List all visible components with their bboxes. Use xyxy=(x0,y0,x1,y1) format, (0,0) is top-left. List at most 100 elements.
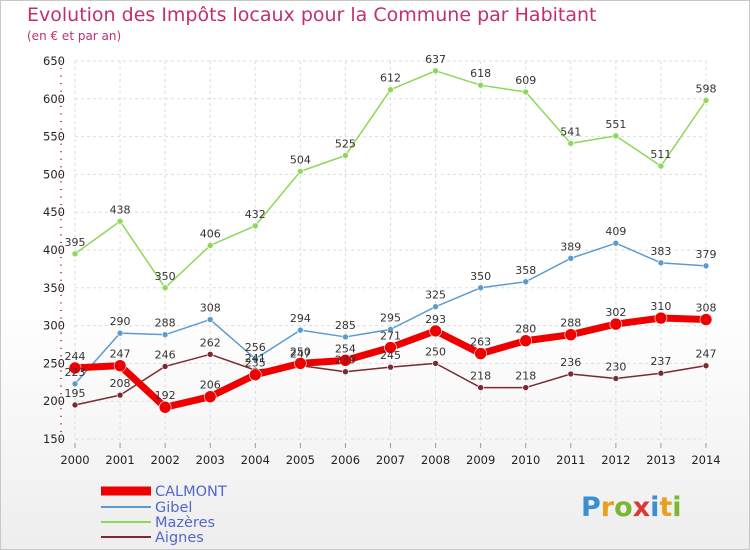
data-label-aignes: 247 xyxy=(290,348,311,361)
data-label-maz-res: 551 xyxy=(605,118,626,131)
data-point-calmont xyxy=(384,341,397,354)
axes: 150 200 250 300 350 400 450 500 550 600 650 2000 200… xyxy=(43,54,721,467)
data-point-calmont xyxy=(248,368,262,382)
logo-letter: i xyxy=(672,492,681,523)
data-point-aignes xyxy=(161,363,169,370)
data-point-aignes xyxy=(567,370,575,378)
data-label-calmont: 247 xyxy=(110,348,131,361)
data-point-calmont xyxy=(564,328,578,341)
data-label-gibel: 294 xyxy=(290,312,311,325)
data-label-aignes: 245 xyxy=(380,349,401,362)
data-label-maz-res: 609 xyxy=(515,74,536,87)
data-label-maz-res: 504 xyxy=(290,153,311,166)
data-label-gibel: 290 xyxy=(110,315,131,328)
x-tick-label: 2003 xyxy=(196,453,225,467)
data-point-aignes xyxy=(342,368,349,376)
x-tick-label: 2013 xyxy=(646,453,675,467)
y-tick-label: 350 xyxy=(43,281,65,295)
data-point-maz-res xyxy=(657,162,665,170)
legend-label-calmont: CALMONT xyxy=(155,484,227,500)
data-point-maz-res xyxy=(161,284,169,292)
x-tick-label: 2010 xyxy=(511,453,540,467)
legend-label-maz-res: Mazères xyxy=(155,515,215,531)
data-label-calmont: 254 xyxy=(335,342,356,355)
data-label-gibel: 383 xyxy=(650,245,671,258)
data-label-calmont: 244 xyxy=(65,350,86,363)
data-point-gibel xyxy=(342,333,349,341)
data-point-maz-res xyxy=(116,217,124,225)
data-label-maz-res: 432 xyxy=(245,208,266,221)
proxiti-logo: Proxiti xyxy=(581,492,682,523)
data-point-aignes xyxy=(387,363,394,371)
x-tick-label: 2004 xyxy=(241,453,270,467)
x-tick-label: 2007 xyxy=(376,453,405,467)
y-tick-label: 150 xyxy=(43,432,65,446)
logo-letter: P xyxy=(581,492,601,523)
data-label-aignes: 250 xyxy=(425,345,446,358)
logo-letter: t xyxy=(659,492,672,523)
x-tick-label: 2014 xyxy=(691,453,720,467)
data-label-calmont: 263 xyxy=(470,336,491,349)
y-tick-label: 200 xyxy=(43,394,65,408)
data-label-maz-res: 438 xyxy=(110,203,131,216)
data-point-maz-res xyxy=(477,81,484,89)
data-label-maz-res: 618 xyxy=(470,67,491,80)
data-label-maz-res: 612 xyxy=(380,72,401,85)
data-label-maz-res: 598 xyxy=(696,82,717,95)
data-label-calmont: 271 xyxy=(380,330,401,343)
x-tick-label: 2002 xyxy=(151,453,180,467)
data-label-calmont: 206 xyxy=(200,379,221,392)
data-point-maz-res xyxy=(297,168,304,175)
data-point-maz-res xyxy=(387,86,394,94)
data-point-gibel xyxy=(702,262,710,270)
data-label-gibel: 295 xyxy=(380,311,401,324)
data-point-aignes xyxy=(477,384,484,391)
data-point-maz-res xyxy=(251,222,259,230)
data-label-calmont: 280 xyxy=(515,323,536,336)
data-label-gibel: 256 xyxy=(245,341,266,354)
data-point-gibel xyxy=(567,255,575,262)
data-label-gibel: 409 xyxy=(605,225,626,238)
logo-letter: o xyxy=(614,492,633,523)
data-label-calmont: 310 xyxy=(650,300,671,313)
data-label-aignes: 230 xyxy=(605,361,626,374)
data-point-calmont xyxy=(654,311,668,325)
data-label-maz-res: 525 xyxy=(335,138,356,151)
data-point-gibel xyxy=(612,239,620,247)
y-tick-label: 650 xyxy=(43,54,65,68)
data-label-aignes: 239 xyxy=(335,354,356,367)
x-tick-label: 2012 xyxy=(601,453,630,467)
data-point-calmont xyxy=(474,347,487,360)
logo-letter: x xyxy=(633,492,650,523)
data-label-gibel: 358 xyxy=(515,264,536,277)
data-label-aignes: 218 xyxy=(470,370,491,383)
y-tick-label: 250 xyxy=(43,356,65,370)
data-label-gibel: 379 xyxy=(696,248,717,261)
data-point-gibel xyxy=(432,303,439,311)
data-label-maz-res: 541 xyxy=(560,125,581,138)
series xyxy=(68,67,713,414)
data-point-calmont xyxy=(158,400,172,414)
data-point-gibel xyxy=(657,259,665,267)
data-label-aignes: 208 xyxy=(110,377,131,390)
data-label-calmont: 293 xyxy=(425,313,446,326)
logo-letter: i xyxy=(650,492,659,523)
y-tick-label: 550 xyxy=(43,130,65,144)
data-point-gibel xyxy=(297,326,304,334)
x-tick-label: 2008 xyxy=(421,453,450,467)
data-label-gibel: 285 xyxy=(335,319,356,332)
data-point-calmont xyxy=(429,324,442,338)
data-label-calmont: 302 xyxy=(605,306,626,319)
data-point-gibel xyxy=(206,316,214,323)
data-label-maz-res: 350 xyxy=(155,270,176,283)
data-label-gibel: 223 xyxy=(65,366,86,379)
data-point-gibel xyxy=(251,355,259,363)
data-point-gibel xyxy=(161,331,169,338)
data-point-maz-res xyxy=(612,132,620,140)
data-label-aignes: 262 xyxy=(200,336,221,349)
data-label-aignes: 241 xyxy=(245,352,266,365)
data-point-calmont xyxy=(294,357,307,370)
data-label-calmont: 192 xyxy=(155,389,176,402)
data-label-gibel: 350 xyxy=(470,270,491,283)
